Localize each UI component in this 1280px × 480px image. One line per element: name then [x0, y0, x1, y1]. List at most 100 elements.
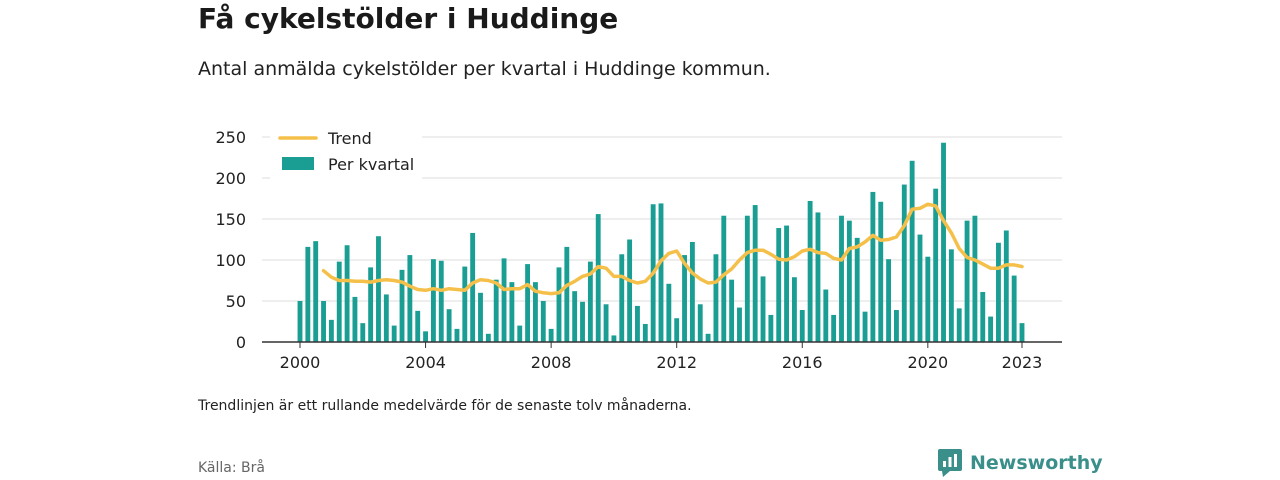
legend: Trend Per kvartal [270, 124, 422, 180]
bar [438, 260, 444, 342]
bar [336, 261, 342, 342]
bar [689, 241, 695, 342]
chart-subtitle: Antal anmälda cykelstölder per kvartal i… [198, 58, 771, 80]
brand-name: Newsworthy [970, 452, 1103, 474]
bar [839, 215, 844, 342]
bar [580, 301, 585, 342]
bar [737, 307, 742, 342]
bar [446, 309, 452, 342]
source-text: Källa: Brå [198, 460, 265, 476]
bar [807, 200, 813, 342]
legend-trend-label: Trend [327, 129, 372, 148]
bar [996, 242, 1001, 342]
bar [430, 259, 436, 342]
bar [352, 296, 358, 342]
bar [525, 264, 531, 342]
bar [705, 333, 711, 342]
bar [948, 249, 954, 342]
bar [964, 220, 970, 342]
bar [823, 289, 829, 342]
x-axis-ticks: 2000 2004 2008 2012 2016 2020 2023 [280, 342, 1043, 372]
bar [368, 267, 374, 342]
y-tick-label: 0 [236, 333, 246, 352]
bar [328, 319, 334, 342]
bar-chart: 0 50 100 150 200 250 2000 2004 2008 2012 2016 2020… [215, 124, 1062, 372]
x-tick-label: 2020 [907, 353, 948, 372]
bar [1003, 230, 1009, 342]
y-tick-label: 150 [215, 210, 246, 229]
bar [587, 261, 593, 342]
bar [713, 254, 719, 342]
bar [925, 256, 931, 342]
bar [540, 301, 546, 342]
bar [697, 304, 703, 342]
bar [1011, 275, 1017, 342]
bar [572, 291, 578, 342]
bar [360, 323, 366, 342]
bar [462, 266, 468, 342]
bar-series [297, 142, 1025, 342]
bar [407, 255, 413, 342]
bar [423, 331, 428, 342]
legend-bar-swatch [282, 157, 314, 170]
bar [305, 246, 311, 342]
x-tick-label: 2008 [531, 353, 572, 372]
bar [454, 328, 460, 342]
chart-title: Få cykelstölder i Huddinge [198, 2, 619, 35]
bar [799, 310, 805, 342]
bar [658, 203, 664, 342]
bar [729, 279, 735, 342]
bar [642, 323, 648, 342]
bar [909, 160, 915, 342]
bar [666, 283, 672, 342]
bar [988, 316, 994, 342]
bar [862, 311, 868, 342]
bar [501, 258, 507, 342]
bar [391, 325, 397, 342]
bar [831, 314, 837, 342]
y-tick-label: 200 [215, 169, 246, 188]
trend-line [321, 202, 1024, 296]
x-tick-label: 2023 [1002, 353, 1043, 372]
bar [297, 301, 303, 342]
legend-background [270, 124, 422, 180]
bar [776, 228, 782, 342]
bar [752, 205, 758, 342]
bar [344, 245, 350, 342]
bar [886, 259, 892, 342]
bar [627, 239, 633, 342]
bar [980, 291, 986, 342]
x-tick-label: 2004 [405, 353, 446, 372]
bar [941, 142, 946, 342]
y-tick-label: 250 [215, 128, 246, 147]
newsworthy-logo-icon [938, 449, 962, 477]
bar [509, 282, 515, 342]
bar [313, 241, 319, 342]
bar [854, 237, 860, 342]
bar [917, 234, 923, 342]
bar [470, 232, 476, 342]
bar [564, 246, 570, 342]
bar [674, 318, 680, 342]
bar [894, 310, 899, 342]
bar [493, 279, 499, 342]
bar [1019, 323, 1025, 342]
bar [619, 254, 625, 342]
x-tick-label: 2012 [656, 353, 697, 372]
bar [870, 191, 876, 342]
trend-series [321, 202, 1024, 296]
bar [784, 225, 789, 342]
bar [603, 304, 609, 342]
bar [744, 215, 750, 342]
bar [721, 215, 727, 342]
y-tick-label: 100 [215, 251, 246, 270]
bar [533, 282, 538, 342]
bar [376, 236, 381, 342]
x-tick-label: 2000 [280, 353, 321, 372]
brand-logo: Newsworthy [938, 449, 1103, 477]
bar [485, 333, 491, 342]
bar [768, 314, 774, 342]
bar [611, 335, 617, 342]
bar [901, 184, 907, 342]
bar [846, 220, 852, 342]
